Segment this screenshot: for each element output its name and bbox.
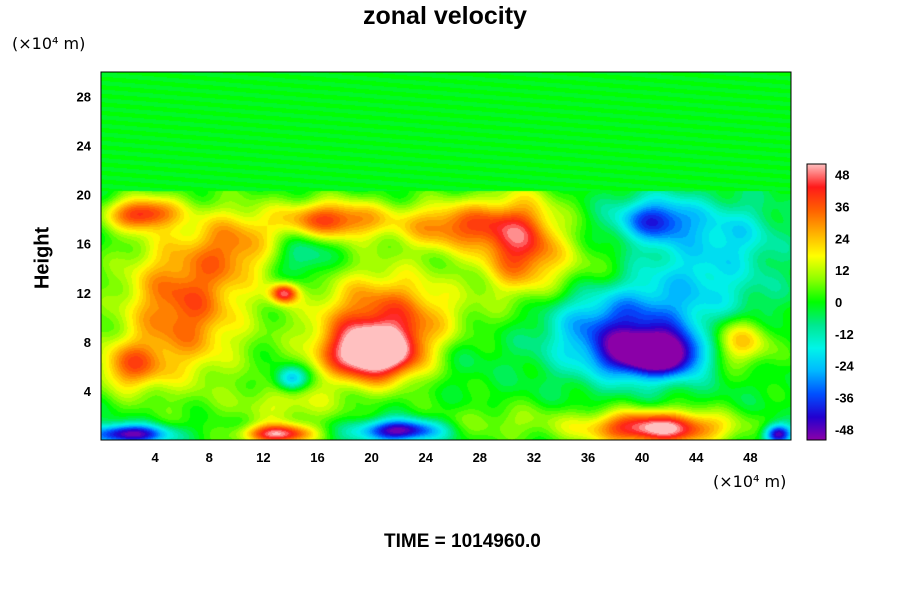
x-tick-label: 8 <box>206 450 213 465</box>
colorbar-tick-label: 36 <box>835 199 849 214</box>
x-tick-label: 20 <box>364 450 378 465</box>
x-tick-label: 48 <box>743 450 757 465</box>
y-tick-label: 24 <box>77 139 92 154</box>
x-tick-labels: 4 8 12 16 20 24 28 32 36 40 44 48 <box>152 450 758 465</box>
x-tick-label: 32 <box>527 450 541 465</box>
x-tick-label: 12 <box>256 450 270 465</box>
x-tick-label: 40 <box>635 450 649 465</box>
x-tick-label: 16 <box>310 450 324 465</box>
y-tick-label: 20 <box>77 188 91 203</box>
x-axis-unit: (×10⁴ m) <box>713 472 787 491</box>
x-tick-label: 24 <box>418 450 433 465</box>
plot-frame <box>100 71 792 441</box>
time-label: TIME = 1014960.0 <box>384 531 541 552</box>
y-tick-label: 28 <box>77 90 91 105</box>
colorbar <box>806 163 827 441</box>
colorbar-tick-label: -24 <box>835 359 855 374</box>
y-tick-label: 8 <box>84 335 91 350</box>
colorbar-tick-label: 48 <box>835 168 849 183</box>
colorbar-tick-labels: 48 36 24 12 0 -12 -24 -36 -48 <box>835 168 855 438</box>
chart-title: zonal velocity <box>363 2 527 30</box>
y-tick-labels: 4 8 12 16 20 24 28 <box>77 90 92 399</box>
heatmap-field <box>101 72 791 440</box>
colorbar-tick-label: 24 <box>835 231 850 246</box>
colorbar-tick-label: -12 <box>835 327 854 342</box>
y-tick-label: 12 <box>77 286 91 301</box>
y-tick-label: 16 <box>77 237 91 252</box>
colorbar-tick-label: -36 <box>835 391 854 406</box>
x-tick-label: 36 <box>581 450 595 465</box>
y-axis-unit: (×10⁴ m) <box>12 34 86 53</box>
x-tick-label: 44 <box>689 450 704 465</box>
colorbar-tick-label: 12 <box>835 263 849 278</box>
x-tick-label: 28 <box>473 450 487 465</box>
x-tick-label: 4 <box>152 450 160 465</box>
colorbar-tick-label: 0 <box>835 295 842 310</box>
colorbar-tick-label: -48 <box>835 422 854 437</box>
y-tick-label: 4 <box>84 384 92 399</box>
